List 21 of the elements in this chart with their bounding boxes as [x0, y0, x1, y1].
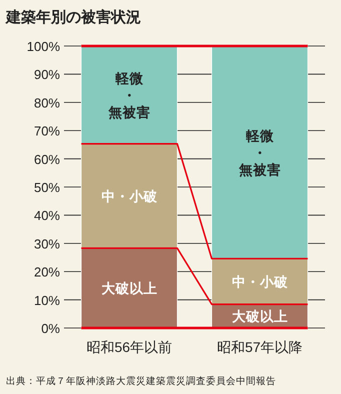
y-tick-label: 50%: [34, 180, 60, 195]
series-label: 中・小破: [232, 274, 289, 290]
chart-title: 建築年別の被害状況: [5, 8, 141, 26]
series-label: 大破以上: [232, 309, 288, 324]
text: 軽微・無被害: [238, 128, 281, 178]
series-label: 軽微・無被害: [107, 70, 150, 120]
x-tick-label: 昭和57年以降: [216, 339, 303, 355]
y-tick-label: 60%: [34, 152, 60, 167]
y-tick-label: 80%: [34, 95, 60, 110]
y-tick-label: 70%: [34, 124, 60, 139]
y-tick-label: 10%: [34, 292, 60, 308]
text: 中・小破: [101, 189, 158, 204]
x-tick-label: 昭和56年以前: [86, 339, 172, 355]
y-tick-label: 90%: [34, 67, 60, 82]
source-note: 出典：平成７年阪神淡路大震災建築震災調査委員会中間報告: [6, 375, 276, 387]
y-tick-label: 40%: [34, 208, 60, 224]
y-tick-label: 20%: [34, 264, 60, 280]
y-tick-label: 0%: [41, 321, 60, 336]
text: 大破以上: [101, 281, 158, 296]
y-tick-label: 100%: [26, 39, 60, 54]
y-tick-label: 30%: [34, 236, 60, 252]
